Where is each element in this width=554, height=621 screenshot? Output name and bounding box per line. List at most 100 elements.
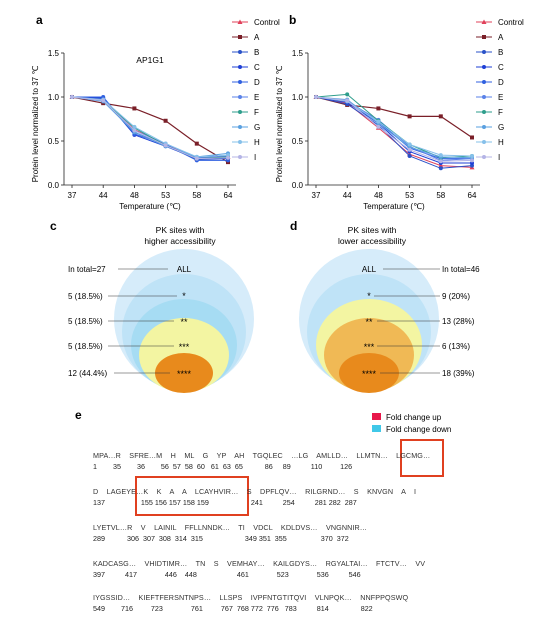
series-line	[71, 96, 229, 160]
data-point	[163, 118, 168, 123]
venn-c-label-2: 5 (18.5%)	[68, 317, 103, 326]
legend-label: Control	[498, 18, 524, 27]
legend-label: Control	[254, 18, 280, 27]
venn-d-label-1: 9 (20%)	[442, 292, 470, 301]
series-line	[315, 96, 473, 169]
legend-label: F	[498, 108, 503, 117]
data-point	[314, 95, 318, 99]
venn-d-level-1: *	[367, 291, 371, 301]
x-tick-label: 58	[436, 191, 445, 200]
data-point	[376, 106, 381, 111]
legend-label: G	[254, 123, 260, 132]
data-point	[407, 142, 412, 147]
venn-d-title-line1: PK sites with	[348, 225, 397, 235]
legend-label: C	[254, 63, 260, 72]
legend-label: F	[254, 108, 259, 117]
data-point	[407, 153, 412, 158]
y-tick-label: 0.0	[292, 181, 304, 190]
panel-label-e: e	[75, 408, 82, 422]
line-chart-a: 0.0 0.5 1.0 1.5 37 44 48 53 58 64 Temperature (℃) P…	[31, 18, 280, 211]
y-tick-label: 0.5	[48, 137, 60, 146]
legend-marker	[238, 65, 242, 69]
legend-label: D	[254, 78, 260, 87]
legend-marker	[482, 50, 486, 54]
sequence-row-3: LYETVL…R V LAINIL FFLLNNDK… TI VDCL KDLD…	[93, 523, 368, 532]
venn-d-label-2: 13 (28%)	[442, 317, 475, 326]
legend-marker	[482, 140, 486, 144]
nested-ellipses-d: PK sites with lower accessibility ALL * …	[299, 225, 480, 393]
data-point	[163, 143, 168, 148]
legend-label: B	[254, 48, 259, 57]
legend-label: E	[498, 93, 503, 102]
legend-label: I	[254, 153, 256, 162]
x-tick-label: 58	[192, 191, 201, 200]
x-axis-label: Temperature (℃)	[119, 202, 181, 211]
y-tick-label: 1.0	[48, 93, 60, 102]
venn-c-level-all: ALL	[177, 265, 192, 274]
sequence-row-4: KADCASG… VHIDTIMR… TN S VEMHAY… KAILGDYS…	[93, 559, 426, 568]
legend-marker	[482, 80, 486, 84]
legend-marker	[238, 110, 242, 114]
x-tick-label: 48	[374, 191, 383, 200]
sequence-numbers-2: 137 155 156 157 158 159 241 254 281 282 …	[93, 498, 357, 507]
data-point	[345, 92, 350, 97]
legend-marker	[238, 80, 242, 84]
data-point	[438, 114, 443, 119]
x-tick-label: 53	[405, 191, 414, 200]
data-point	[407, 147, 412, 152]
venn-d-level-all: ALL	[362, 265, 377, 274]
legend-label: I	[498, 153, 500, 162]
data-point	[438, 153, 443, 158]
legend-label: B	[498, 48, 503, 57]
fold-up-swatch	[372, 413, 381, 420]
data-point	[101, 98, 106, 103]
series-line	[71, 96, 229, 158]
y-tick-label: 1.5	[48, 49, 60, 58]
sequence-panel: MPA…R SFRE…M H ML G YP AH TGQLEC …LG AML…	[93, 445, 513, 615]
legend-marker	[238, 50, 242, 54]
series-line	[71, 96, 229, 163]
venn-c-level-2: **	[180, 317, 188, 327]
data-point	[438, 159, 443, 164]
legend-label: D	[498, 78, 504, 87]
venn-c-ellipse-4star	[155, 353, 213, 393]
legend-label: H	[254, 138, 260, 147]
venn-d-ellipse-4star	[339, 353, 399, 393]
legend-fold-change: Fold change up Fold change down	[372, 413, 451, 434]
series-line	[315, 96, 473, 138]
legend-marker	[482, 110, 486, 114]
legend-marker	[238, 95, 242, 99]
x-tick-label: 44	[343, 191, 352, 200]
series-line	[315, 93, 473, 159]
nested-ellipses-c: PK sites with higher accessibility ALL *…	[68, 225, 254, 393]
legend-marker	[482, 65, 486, 69]
data-point	[438, 166, 443, 171]
venn-c-level-1: *	[182, 291, 186, 301]
series-line	[315, 96, 473, 161]
sequence-numbers-1: 1 35 36 56 57 58 60 61 63 65 86 89 110 1…	[93, 462, 353, 471]
venn-c-level-3: ***	[179, 342, 190, 352]
series-line	[315, 96, 473, 157]
series-line	[71, 96, 229, 160]
sequence-row-5: IYGSSID… KIEFTFERSNTNPS… LLSPS IVPFNTGTI…	[93, 593, 409, 602]
venn-c-label-4: 12 (44.4%)	[68, 369, 107, 378]
venn-d-level-3: ***	[364, 342, 375, 352]
y-tick-label: 1.5	[292, 49, 304, 58]
legend-marker	[237, 19, 243, 24]
series-line	[72, 96, 228, 161]
venn-c-title-line1: PK sites with	[156, 225, 205, 235]
y-tick-label: 1.0	[292, 93, 304, 102]
venn-d-label-3: 6 (13%)	[442, 342, 470, 351]
data-point	[376, 119, 381, 124]
y-axis-label: Protein level normalized to 37 ℃	[31, 66, 40, 183]
sequence-numbers-4: 397 417 446 448 461 523 536 546	[93, 570, 361, 579]
data-point	[132, 124, 137, 129]
panel-label-b: b	[289, 13, 296, 27]
series-line	[71, 96, 229, 160]
y-tick-label: 0.5	[292, 137, 304, 146]
legend-marker	[482, 155, 486, 159]
legend-marker	[482, 125, 486, 129]
x-tick-label: 37	[312, 191, 321, 200]
legend-label: G	[498, 123, 504, 132]
